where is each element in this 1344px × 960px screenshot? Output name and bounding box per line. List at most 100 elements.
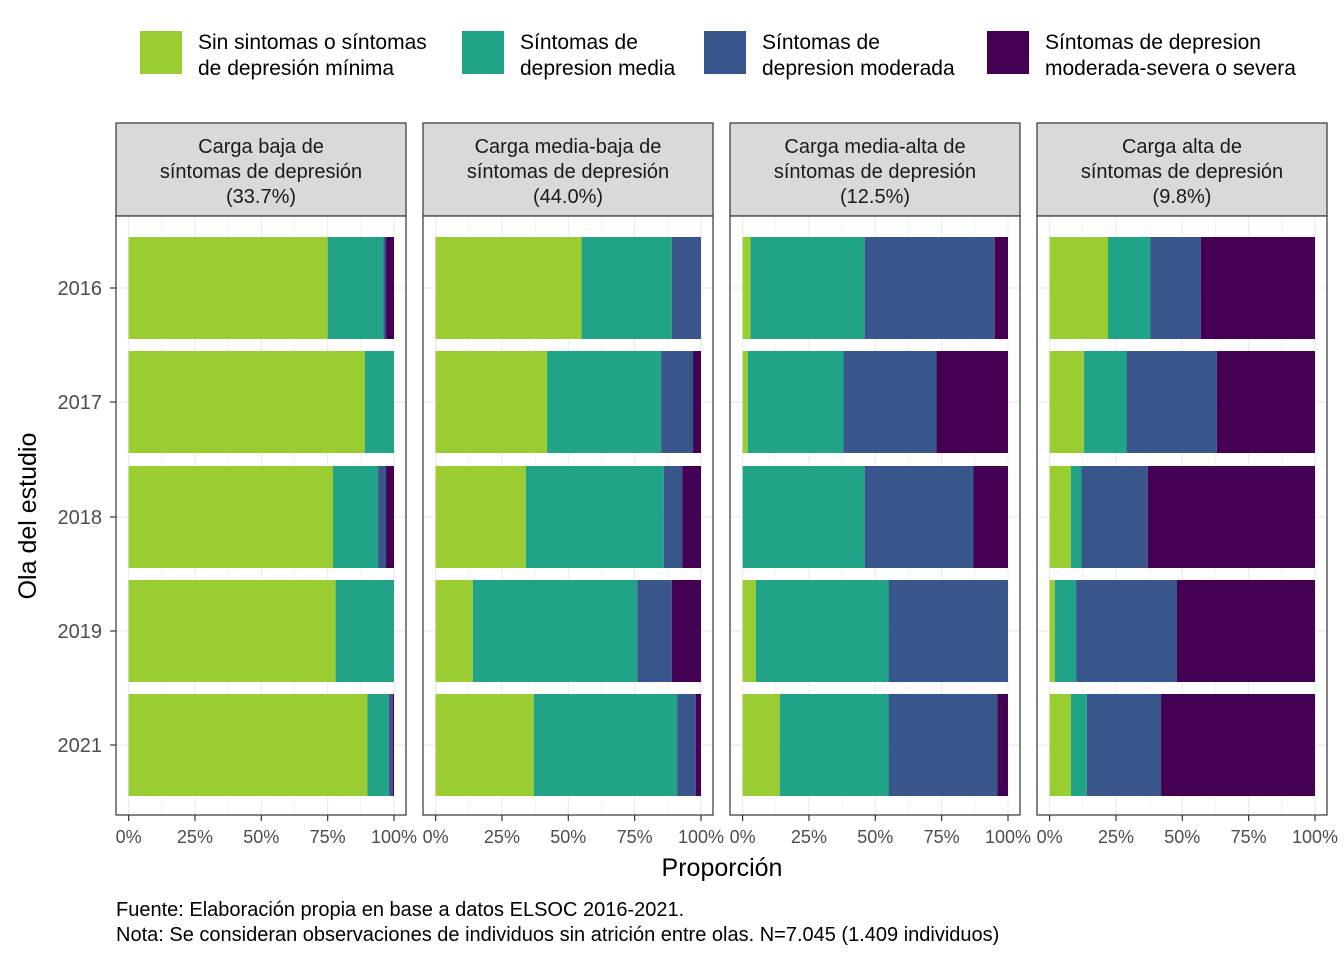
x-tick-label: 100% [1292,827,1338,847]
bar-segment-2016-s3 [994,237,1008,339]
bar-segment-2021-s1 [1070,694,1087,796]
x-tick-label: 50% [243,827,279,847]
facet-title-line: Carga baja de [198,136,324,158]
bar-segment-2019-s0 [128,580,336,682]
facet-title-line: síntomas de depresión [774,161,976,183]
facet-title-line: (33.7%) [226,186,296,208]
bar-segment-2016-s3 [386,237,394,339]
bar-segment-2018-s3 [973,466,1008,568]
legend-label-2-line1: Síntomas de [762,31,880,54]
bar-segment-2018-s2 [864,466,974,568]
x-tick-label: 50% [550,827,586,847]
bar-segment-2021-s1 [533,694,678,796]
bar-segment-2016-s2 [671,237,701,339]
bar-segment-2017-s1 [364,351,394,453]
facet-title-line: síntomas de depresión [1081,161,1283,183]
legend-label-3-line1: Síntomas de depresion [1045,31,1261,54]
caption-source: Fuente: Elaboración propia en base a dat… [116,899,684,921]
facet-title-line: (44.0%) [533,186,603,208]
bar-segment-2017-s1 [547,351,662,453]
bar-segment-2021-s3 [695,694,701,796]
bar-segment-2021-s0 [435,694,534,796]
bar-segment-2021-s2 [388,694,393,796]
y-tick-label-2019: 2019 [58,621,103,643]
x-tick-label: 25% [1098,827,1134,847]
facet-strip [1036,122,1328,217]
bar-segment-2019-s3 [671,580,701,682]
bar-segment-2017-s1 [1084,351,1127,453]
facet-panel-0: Carga baja de síntomas de depresión (33.7%… [115,122,417,847]
bar-segment-2021-s1 [367,694,389,796]
facet-title-line: Carga media-baja de [475,136,662,158]
facet-strip [115,122,407,217]
bar-segment-2017-s0 [128,351,365,453]
bar-segment-2016-s1 [1107,237,1151,339]
bar-segment-2021-s0 [742,694,780,796]
legend-label-0-line1: Sin sintomas o síntomas [198,31,427,54]
bar-segment-2019-s2 [1076,580,1177,682]
legend-label-1-line1: Síntomas de [520,31,638,54]
bar-segment-2018-s1 [1070,466,1082,568]
bar-segment-2017-s2 [843,351,937,453]
bar-segment-2017-s1 [747,351,844,453]
y-tick-label-2021: 2021 [58,735,103,757]
y-tick-label-2017: 2017 [58,392,103,414]
x-axis-title: Proporción [662,854,783,882]
legend-label-2-line2: depresion moderada [762,57,955,80]
x-tick-label: 50% [857,827,893,847]
bar-segment-2018-s2 [1081,466,1148,568]
facet-title-line: (12.5%) [840,186,910,208]
bar-segment-2018-s0 [435,466,526,568]
bar-segment-2018-s2 [378,466,387,568]
bar-segment-2019-s0 [742,580,756,682]
x-tick-label: 0% [1037,827,1063,847]
facet-panel-3: Carga alta de síntomas de depresión (9.8%)… [1036,122,1338,847]
bar-segment-2017-s0 [1049,351,1085,453]
bar-segment-2019-s2 [637,580,672,682]
bar-segment-2019-s1 [1054,580,1077,682]
bar-segment-2016-s0 [435,237,582,339]
y-tick-label-2016: 2016 [58,278,103,300]
bar-segment-2017-s2 [661,351,694,453]
x-tick-label: 0% [116,827,142,847]
bar-segment-2018-s1 [332,466,379,568]
facet-title-line: (9.8%) [1153,186,1212,208]
bar-segment-2018-s0 [128,466,333,568]
x-tick-label: 0% [730,827,756,847]
facet-title-line: Carga media-alta de [784,136,965,158]
x-tick-label: 25% [791,827,827,847]
facet-title-line: Carga alta de [1122,136,1242,158]
x-tick-label: 75% [617,827,653,847]
bar-segment-2016-s0 [1049,237,1108,339]
bar-segment-2016-s2 [383,237,387,339]
facet-strip [729,122,1021,217]
y-axis-title: Ola del estudio [14,433,42,600]
bar-segment-2018-s2 [663,466,683,568]
x-tick-label: 100% [678,827,724,847]
bar-segment-2017-s0 [742,351,748,453]
facet-panel-1: Carga media-baja de síntomas de depresión… [422,122,724,847]
bar-segment-2019-s1 [755,580,889,682]
bar-segment-2021-s0 [1049,694,1071,796]
legend-key-3 [987,31,1029,74]
bar-segment-2021-s3 [392,694,394,796]
bar-segment-2018-s3 [682,466,701,568]
y-tick-label-2018: 2018 [58,507,103,529]
x-tick-label: 75% [310,827,346,847]
bar-segment-2017-s3 [693,351,701,453]
legend: Sin sintomas o síntomas de depresión míni… [140,31,1296,80]
bar-segment-2017-s3 [936,351,1008,453]
bar-segment-2016-s2 [1150,237,1201,339]
facet-title-line: síntomas de depresión [160,161,362,183]
bar-segment-2019-s1 [335,580,394,682]
facet-strip [422,122,714,217]
legend-key-1 [462,31,504,74]
legend-label-0-line2: de depresión mínima [198,57,394,80]
x-tick-label: 100% [985,827,1031,847]
legend-key-0 [140,31,182,74]
bar-segment-2017-s3 [1216,351,1315,453]
facet-panels: Carga baja de síntomas de depresión (33.7%… [115,122,1338,847]
legend-label-3-line2: moderada-severa o severa [1045,57,1296,80]
bar-segment-2016-s0 [742,237,751,339]
